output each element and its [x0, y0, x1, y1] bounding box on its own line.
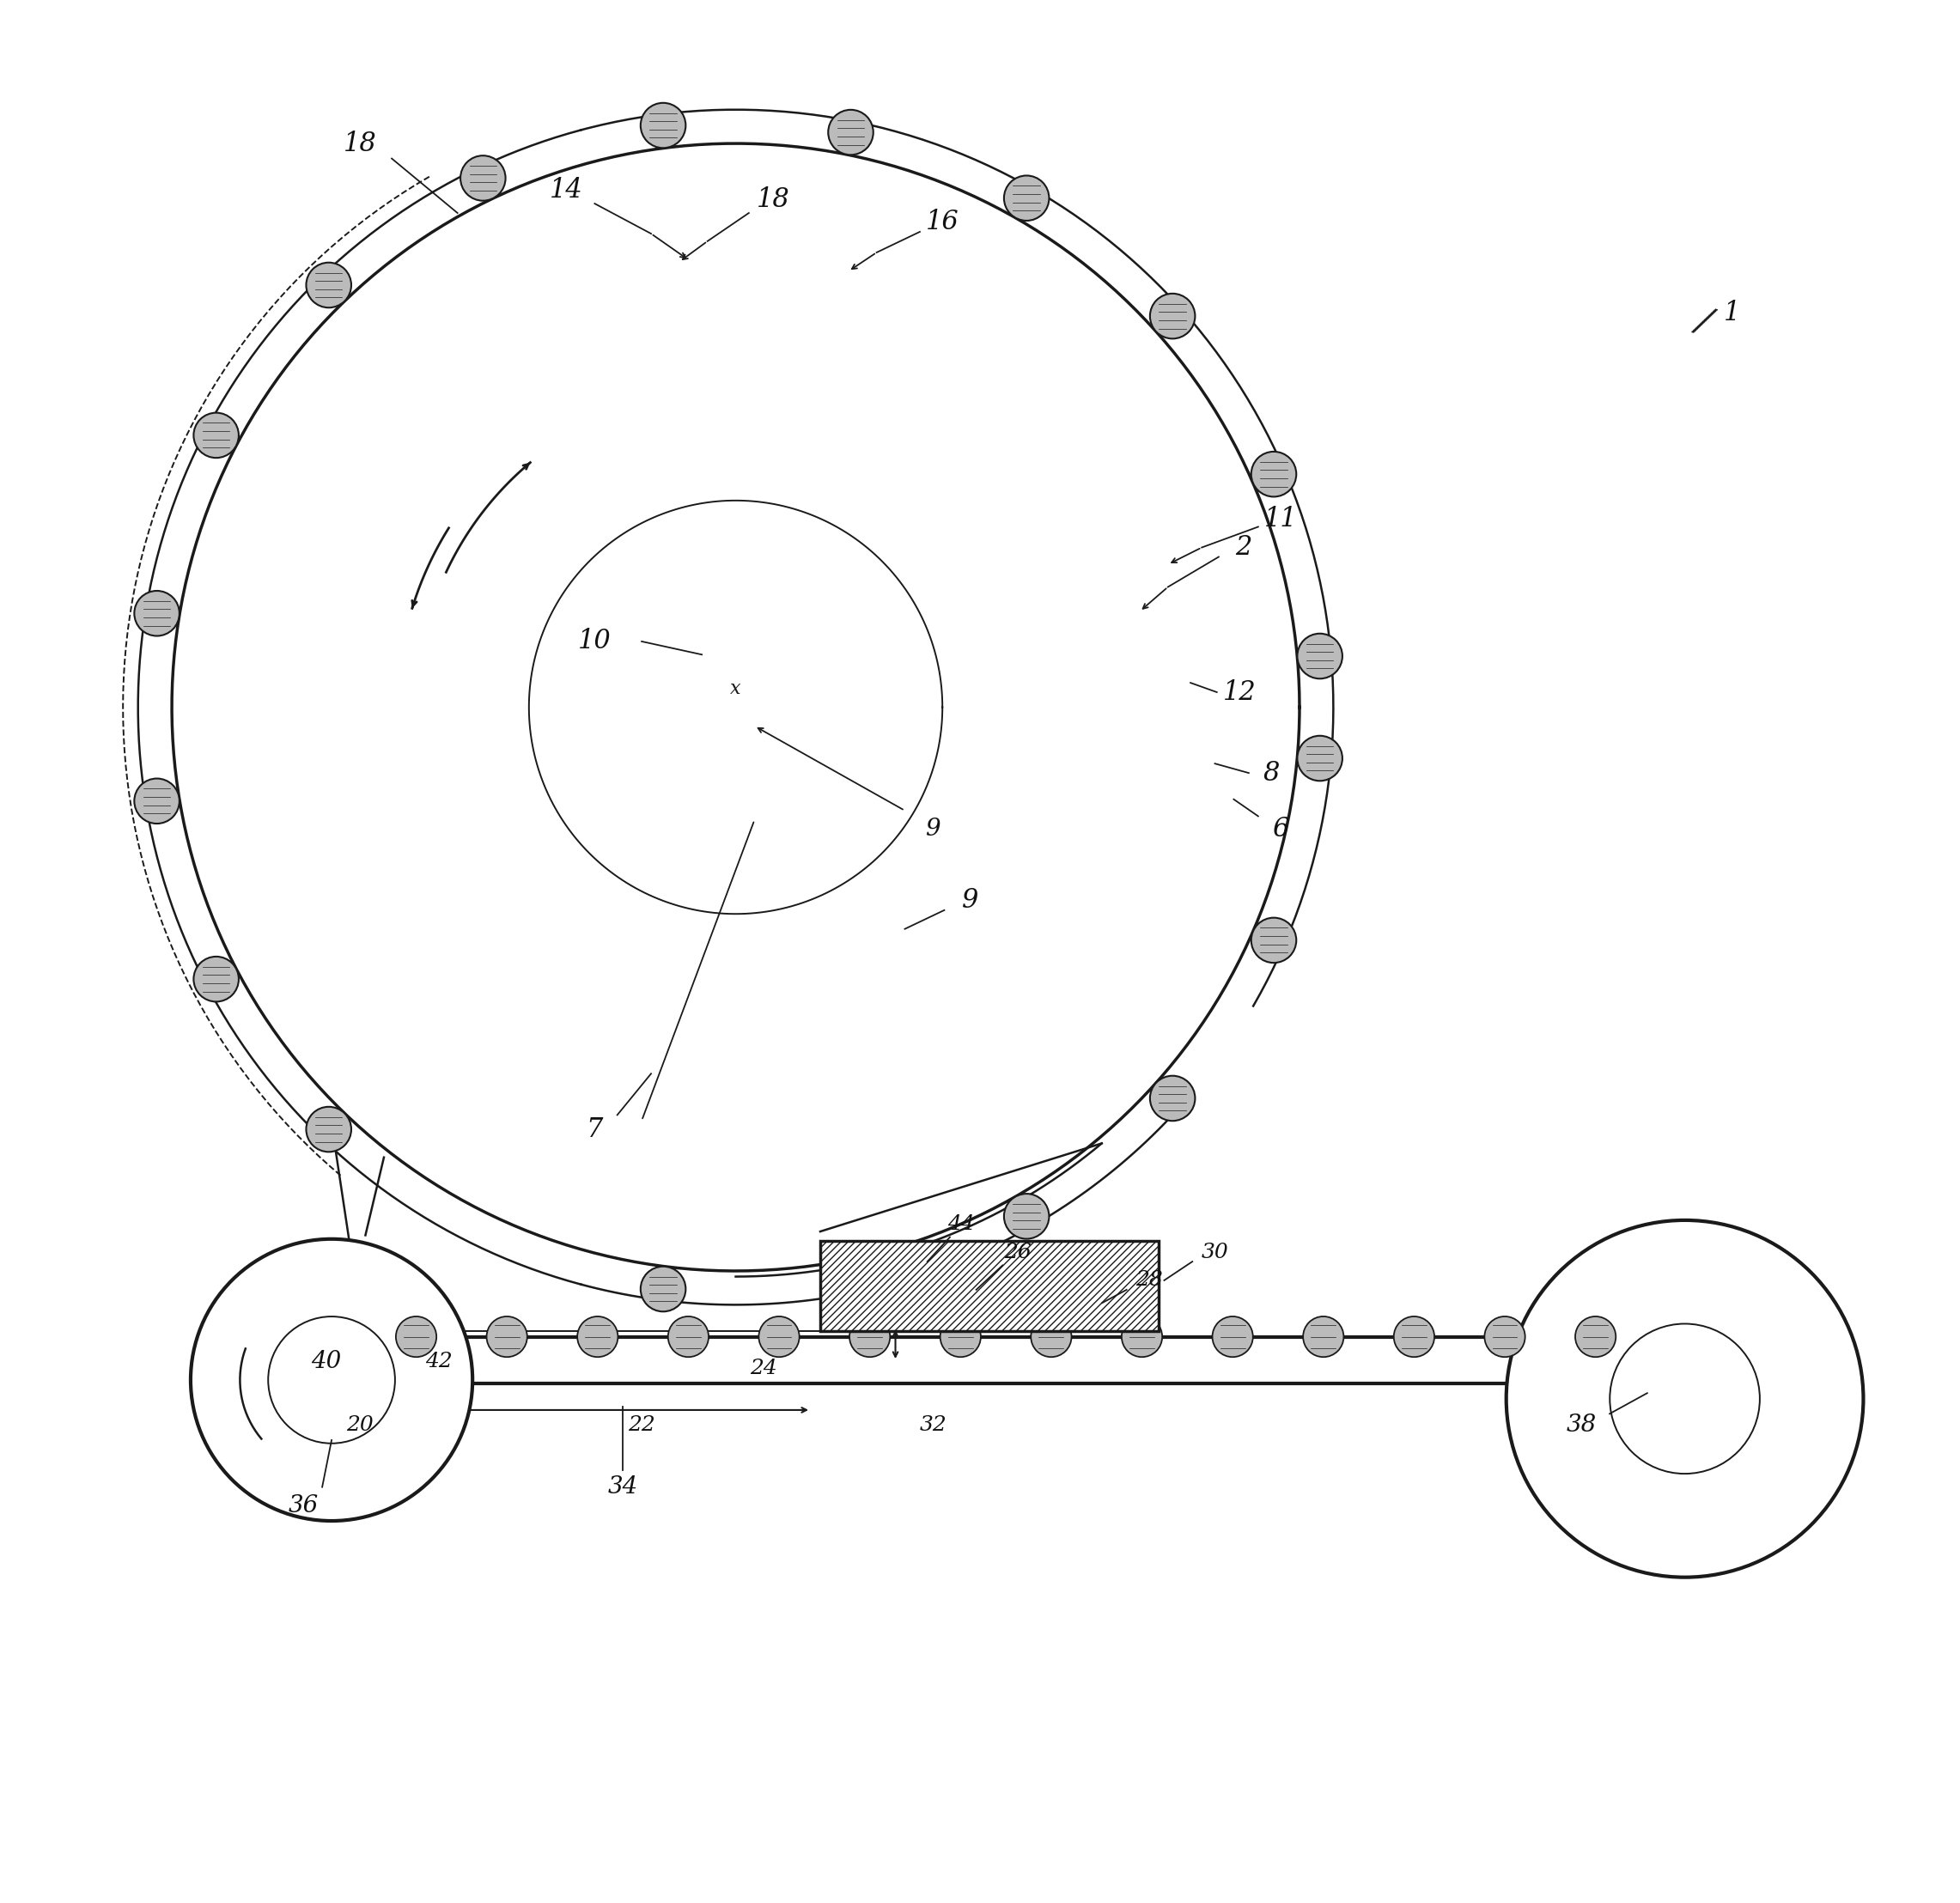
Text: 34: 34	[608, 1475, 639, 1500]
Text: 11: 11	[1264, 506, 1298, 533]
Text: 36: 36	[288, 1494, 319, 1517]
Circle shape	[1298, 634, 1343, 679]
Text: 40: 40	[312, 1349, 341, 1372]
Text: 9: 9	[925, 818, 941, 841]
Text: 1: 1	[1723, 299, 1740, 325]
Text: 2: 2	[1235, 535, 1250, 561]
Circle shape	[1121, 1317, 1162, 1357]
Circle shape	[190, 1239, 472, 1520]
Circle shape	[578, 1317, 617, 1357]
Text: 18: 18	[757, 186, 790, 213]
Circle shape	[849, 1317, 890, 1357]
Bar	[819, 1241, 1158, 1330]
Text: 6: 6	[1272, 816, 1290, 843]
Circle shape	[1303, 1317, 1345, 1357]
Circle shape	[829, 1260, 874, 1305]
Circle shape	[1609, 1324, 1760, 1473]
Circle shape	[1004, 1193, 1049, 1239]
Circle shape	[1151, 293, 1196, 339]
Text: 12: 12	[1223, 679, 1256, 706]
Circle shape	[194, 413, 239, 459]
Circle shape	[269, 1317, 396, 1442]
Circle shape	[396, 1317, 437, 1357]
Text: 26: 26	[1004, 1243, 1031, 1262]
Text: 22: 22	[627, 1416, 655, 1435]
Text: 44: 44	[947, 1214, 974, 1233]
Text: 24: 24	[751, 1359, 778, 1378]
Circle shape	[1505, 1220, 1864, 1578]
Circle shape	[941, 1317, 980, 1357]
Text: 42: 42	[425, 1351, 453, 1370]
Circle shape	[306, 263, 351, 308]
Text: 18: 18	[343, 129, 376, 156]
Circle shape	[1576, 1317, 1615, 1357]
Circle shape	[1250, 451, 1296, 497]
Circle shape	[306, 1108, 351, 1151]
Text: 8: 8	[1262, 759, 1280, 786]
Circle shape	[1394, 1317, 1435, 1357]
Text: /: /	[1691, 301, 1715, 339]
Circle shape	[668, 1317, 710, 1357]
Circle shape	[1250, 917, 1296, 963]
Text: 9: 9	[962, 887, 978, 913]
Circle shape	[759, 1317, 800, 1357]
Circle shape	[486, 1317, 527, 1357]
Text: 30: 30	[1201, 1243, 1229, 1262]
Circle shape	[1004, 175, 1049, 221]
Circle shape	[135, 778, 180, 824]
Circle shape	[1298, 736, 1343, 780]
Text: 28: 28	[1135, 1271, 1162, 1290]
Circle shape	[1484, 1317, 1525, 1357]
Text: 10: 10	[578, 628, 612, 655]
Circle shape	[1151, 1075, 1196, 1121]
Circle shape	[829, 110, 874, 154]
Text: 16: 16	[925, 209, 958, 236]
Text: 7: 7	[586, 1117, 604, 1144]
Circle shape	[641, 1267, 686, 1311]
Circle shape	[641, 103, 686, 148]
Circle shape	[194, 957, 239, 1001]
Circle shape	[1031, 1317, 1072, 1357]
Circle shape	[1213, 1317, 1252, 1357]
Text: 38: 38	[1566, 1414, 1597, 1437]
Circle shape	[135, 590, 180, 636]
Text: 32: 32	[919, 1416, 947, 1435]
Text: x: x	[731, 679, 741, 698]
Text: 20: 20	[347, 1416, 374, 1435]
Text: 14: 14	[551, 177, 584, 204]
Circle shape	[461, 156, 506, 200]
